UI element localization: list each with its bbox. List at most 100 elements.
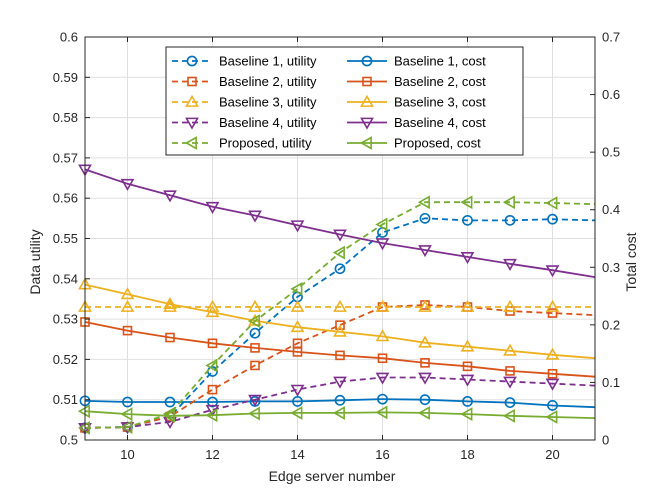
y-left-tick-label: 0.54 [53,271,78,286]
series-line-baseline-1-cost [84,398,596,409]
legend-swatch-marker [360,117,374,130]
data-point-baseline-3-utility [503,299,517,312]
data-point-baseline-1-cost [547,400,558,411]
series-line-baseline-2-cost [84,321,596,378]
y-left-tick-label: 0.59 [53,70,78,85]
data-point-proposed-cost [375,405,388,420]
data-point-proposed-cost [460,407,473,421]
data-point-baseline-3-cost [205,305,220,318]
data-point-baseline-3-utility [460,299,475,312]
data-point-baseline-2-cost [547,368,558,379]
series-line-baseline-4-utility [84,376,596,429]
data-point-baseline-3-utility [545,299,560,312]
legend-entry-baseline-3-utility: Baseline 3, utility [172,95,317,110]
data-point-baseline-3-cost [375,329,390,342]
data-point-baseline-3-utility [418,299,432,312]
legend-entry-baseline-3-cost: Baseline 3, cost [347,95,486,110]
data-point-baseline-2-cost [165,332,175,343]
data-point-baseline-1-utility [334,263,346,275]
data-point-baseline-3-cost [290,320,305,333]
data-point-baseline-2-cost [420,358,430,368]
data-point-baseline-4-cost [460,251,475,265]
data-point-baseline-4-cost [375,238,390,251]
x-tick-label: 12 [205,447,219,462]
data-point-baseline-2-cost [250,343,260,353]
y-left-tick-label: 0.56 [53,191,78,206]
data-point-proposed-cost [205,408,218,423]
legend-swatch-marker [185,94,199,107]
series-baseline-1-cost [79,393,596,411]
data-point-proposed-utility [545,196,558,210]
data-point-baseline-4-cost [248,210,262,223]
data-point-baseline-4-cost [333,229,347,242]
legend-label: Baseline 3, utility [219,95,317,110]
data-point-baseline-1-utility [249,327,261,339]
series-layer [77,164,596,436]
data-point-baseline-4-cost [163,190,177,203]
data-point-proposed-utility [247,314,260,328]
series-baseline-3-cost [78,277,596,360]
y-left-tick-label: 0.55 [53,231,78,246]
data-point-baseline-4-utility [248,394,262,407]
y-axis-left-label: Data utility [27,229,43,294]
data-point-proposed-cost [247,406,260,421]
data-point-baseline-3-utility [290,299,305,312]
legend: Baseline 1, utility Baseline 1, cost Basel… [165,46,524,156]
data-point-baseline-1-utility [504,214,516,226]
data-point-proposed-utility [375,217,388,232]
data-point-baseline-4-utility [460,374,475,387]
data-point-baseline-4-utility [290,384,305,397]
legend-label: Baseline 1, cost [394,54,486,69]
x-axis-label: Edge server number [269,468,396,484]
x-tick-label: 16 [375,447,389,462]
legend-entry-proposed-cost: Proposed, cost [347,136,481,151]
legend-label: Baseline 4, cost [394,115,486,130]
y-left-tick-label: 0.57 [53,150,78,165]
data-point-proposed-cost [290,406,303,420]
legend-swatch-marker [359,136,372,150]
legend-label: Baseline 2, utility [219,74,317,89]
data-point-baseline-3-cost [503,343,517,356]
legend-entry-baseline-4-utility: Baseline 4, utility [172,115,317,130]
data-point-proposed-utility [290,281,303,296]
data-point-baseline-1-cost [504,397,516,408]
y-right-tick-label: 0.7 [602,30,620,45]
data-point-baseline-4-cost [205,201,220,214]
y-left-tick-label: 0.51 [53,392,78,407]
y-left-tick-label: 0.5 [60,433,78,448]
y-right-tick-label: 0.3 [602,260,620,275]
x-tick-label: 10 [120,447,134,462]
data-point-proposed-utility [120,420,133,434]
axes [84,36,596,441]
data-point-baseline-4-utility [418,372,432,385]
data-point-baseline-2-cost [207,338,218,349]
legend-swatch-marker [362,76,372,87]
series-line-baseline-1-utility [84,217,596,429]
data-point-proposed-utility [502,195,515,210]
x-tick-label: 20 [545,447,559,462]
series-baseline-4-utility [78,372,596,436]
y-axis-right-label: Total cost [623,232,639,291]
data-point-proposed-utility [417,195,430,210]
legend-swatch-marker [361,55,373,67]
y-left-tick-label: 0.58 [53,110,78,125]
legend-label: Baseline 1, utility [219,54,317,69]
data-point-baseline-3-utility [163,299,177,312]
data-point-baseline-1-cost [334,394,346,406]
series-proposed-cost [77,404,596,424]
data-point-baseline-1-cost [207,396,218,408]
data-point-baseline-1-cost [164,396,176,408]
y-left-tick-label: 0.53 [53,312,78,327]
legend-entry-baseline-2-cost: Baseline 2, cost [347,74,486,89]
data-point-baseline-2-utility [335,320,345,330]
legend-box [165,46,524,156]
y-left-tick-label: 0.52 [53,352,78,367]
series-line-baseline-3-cost [84,283,596,360]
y-right-tick-label: 0.1 [602,375,620,390]
data-point-baseline-3-utility [120,299,135,312]
data-point-proposed-cost [545,410,558,424]
legend-entry-baseline-1-cost: Baseline 1, cost [347,54,486,69]
legend-swatch-marker [187,76,197,87]
data-point-proposed-utility [205,358,218,373]
y-right-tick-label: 0.6 [602,87,620,102]
